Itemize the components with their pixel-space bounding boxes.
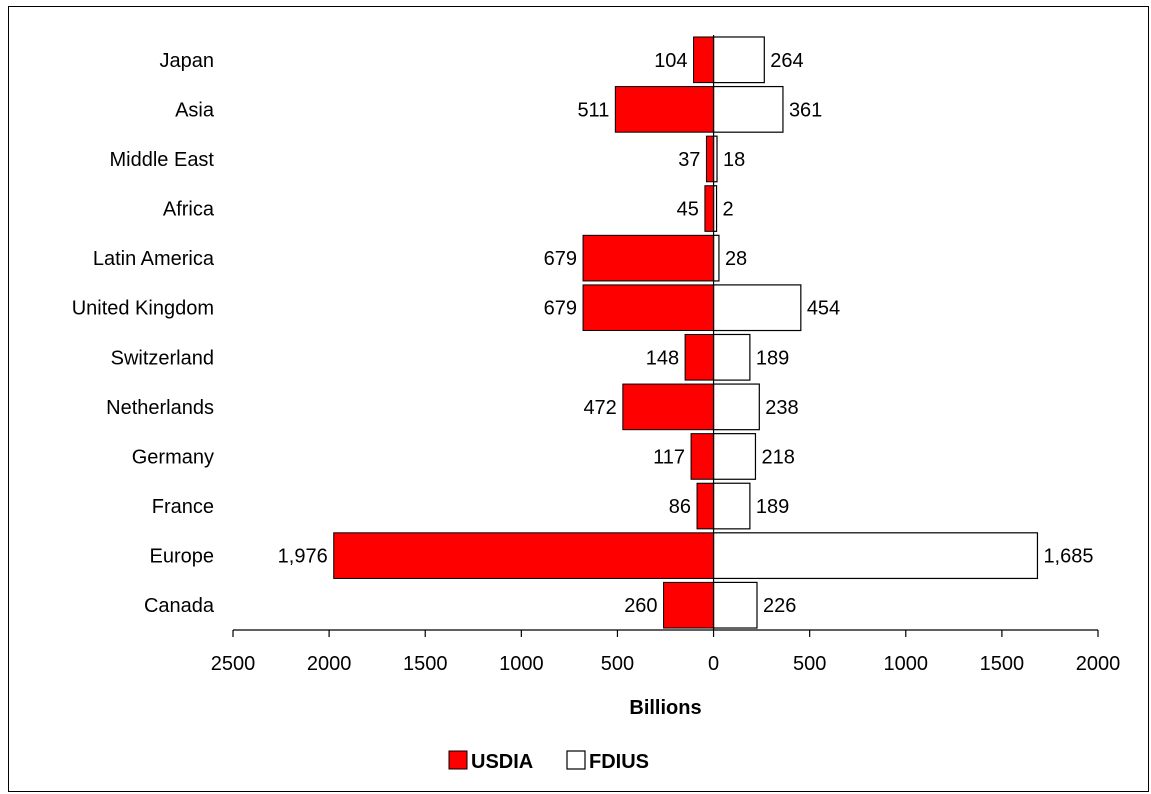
data-label-fdius: 189 (756, 347, 789, 369)
legend-swatch-usdia (448, 750, 468, 770)
bar-fdius (712, 433, 757, 480)
data-label-usdia: 148 (646, 347, 679, 369)
bar-usdia (614, 86, 715, 133)
x-tick-label: 500 (793, 653, 826, 675)
x-tick-label: 1000 (499, 653, 544, 675)
data-label-fdius: 18 (723, 149, 745, 171)
data-label-fdius: 264 (770, 50, 803, 72)
x-tick-label: 2000 (307, 653, 352, 675)
legend-label-usdia: USDIA (471, 751, 533, 773)
bar-fdius (712, 581, 758, 629)
bar-usdia (704, 185, 715, 232)
legend-label-fdius: FDIUS (589, 751, 649, 773)
data-label-fdius: 226 (763, 595, 796, 617)
category-label: Latin America (93, 248, 215, 270)
data-label-usdia: 679 (544, 298, 577, 320)
category-label: United Kingdom (72, 298, 214, 320)
x-tick-label: 1000 (884, 653, 929, 675)
data-label-fdius: 361 (789, 99, 822, 121)
x-tick-label: 2500 (211, 653, 256, 675)
data-label-fdius: 238 (765, 397, 798, 419)
x-tick-label: 1500 (403, 653, 448, 675)
category-label: Germany (132, 446, 214, 468)
bar-usdia (696, 482, 715, 530)
x-axis-title: Billions (629, 697, 701, 719)
category-label: Middle East (110, 149, 215, 171)
x-tick-label: 500 (601, 653, 634, 675)
bar-fdius (712, 532, 1039, 580)
data-label-fdius: 218 (761, 446, 794, 468)
bar-fdius (712, 36, 765, 84)
bar-fdius (712, 482, 751, 530)
category-label: Netherlands (106, 397, 214, 419)
category-label: Asia (175, 99, 215, 121)
data-label-fdius: 2 (723, 199, 734, 221)
data-label-usdia: 117 (653, 446, 685, 468)
data-label-usdia: 1,976 (278, 546, 328, 568)
bar-fdius (712, 85, 784, 133)
category-label: Canada (144, 595, 215, 617)
category-label: France (152, 496, 214, 518)
bar-usdia (582, 284, 715, 332)
bar-fdius (712, 234, 720, 282)
bar-fdius (712, 333, 751, 381)
x-tick-label: 1500 (980, 653, 1025, 675)
x-tick-label: 0 (708, 653, 719, 675)
data-label-usdia: 260 (624, 595, 657, 617)
bar-fdius (712, 383, 760, 431)
data-label-usdia: 86 (669, 496, 691, 518)
bar-usdia (684, 333, 715, 381)
bar-usdia (690, 433, 715, 480)
data-label-usdia: 679 (544, 248, 577, 270)
bar-usdia (622, 383, 715, 431)
bar-usdia (663, 581, 715, 629)
x-tick-label: 2000 (1076, 653, 1121, 675)
category-label: Africa (163, 199, 215, 221)
bar-usdia (582, 234, 715, 282)
data-label-fdius: 28 (725, 248, 747, 270)
bar-fdius (712, 284, 802, 332)
category-label: Switzerland (111, 347, 214, 369)
data-label-usdia: 45 (677, 199, 699, 221)
chart-frame (8, 6, 1149, 792)
data-label-usdia: 37 (678, 149, 700, 171)
data-label-fdius: 189 (756, 496, 789, 518)
data-label-usdia: 511 (577, 99, 609, 121)
bar-usdia (693, 36, 715, 84)
data-label-fdius: 454 (807, 298, 840, 320)
legend-swatch-fdius (566, 750, 586, 770)
category-label: Japan (160, 50, 215, 72)
data-label-fdius: 1,685 (1043, 546, 1093, 568)
bar-usdia (705, 135, 715, 183)
bar-usdia (333, 532, 715, 579)
category-label: Europe (150, 546, 215, 568)
data-label-usdia: 104 (654, 50, 687, 72)
data-label-usdia: 472 (583, 397, 616, 419)
